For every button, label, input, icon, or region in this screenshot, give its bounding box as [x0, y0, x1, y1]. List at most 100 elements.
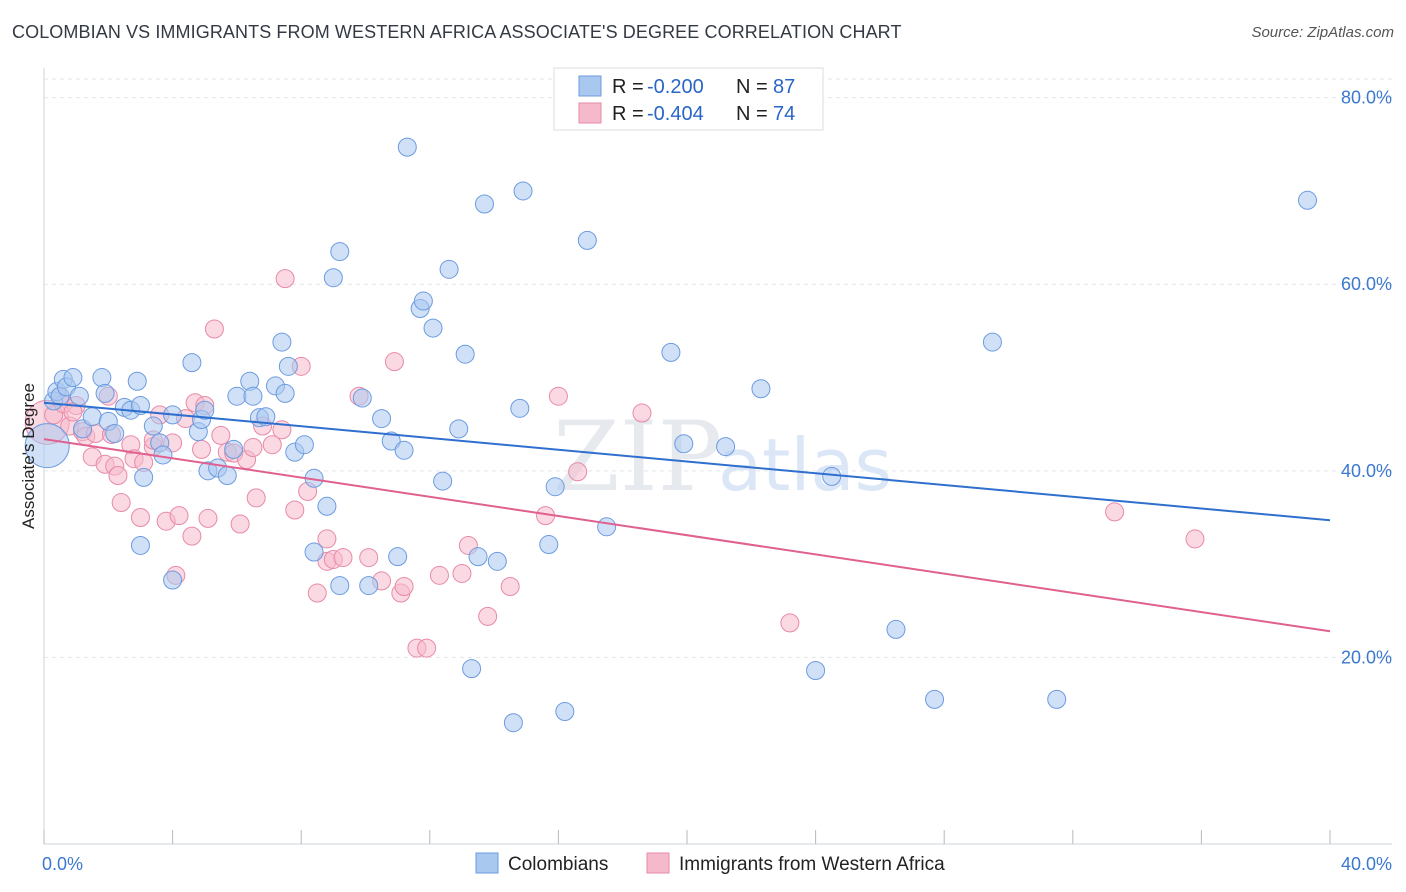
colombians-point	[597, 517, 617, 537]
immigrants-point	[333, 548, 353, 568]
legend-r-label-colombians: R =	[612, 76, 644, 98]
immigrants-point	[230, 514, 250, 534]
y-tick-label: 80.0%	[1341, 88, 1392, 108]
colombians-point	[397, 137, 417, 157]
colombians-point	[352, 388, 372, 408]
immigrants-point	[130, 507, 150, 527]
x-tick-label-min: 0.0%	[42, 854, 83, 874]
colombians-point	[272, 332, 292, 352]
colombians-point	[394, 440, 414, 460]
colombians-point	[243, 386, 263, 406]
immigrants-point	[359, 548, 379, 568]
colombians-point	[674, 434, 694, 454]
immigrants-point	[182, 526, 202, 546]
immigrants-point	[780, 613, 800, 633]
immigrants-point	[307, 583, 327, 603]
colombians-point	[224, 439, 244, 459]
colombians-point	[227, 386, 247, 406]
immigrants-point	[478, 606, 498, 626]
colombians-point	[134, 467, 154, 487]
colombians-point	[63, 368, 83, 388]
colombians-point	[474, 194, 494, 214]
colombians-point	[143, 416, 163, 436]
legend-swatch-colombians	[578, 75, 602, 97]
colombians-point	[545, 477, 565, 497]
colombians-point	[487, 551, 507, 571]
immigrants-point	[169, 506, 189, 526]
legend-n-label-immigrants: N =	[736, 103, 768, 125]
gridlines	[44, 78, 1392, 658]
immigrants-point	[285, 500, 305, 520]
colombians-point	[433, 471, 453, 491]
colombians-point	[278, 356, 298, 376]
chart-title: COLOMBIAN VS IMMIGRANTS FROM WESTERN AFR…	[12, 22, 902, 42]
colombians-point	[130, 396, 150, 416]
colombians-point	[330, 242, 350, 262]
immigrants-point	[204, 319, 224, 339]
immigrants-point	[211, 425, 231, 445]
colombians-point	[1297, 190, 1317, 210]
colombians-point	[462, 659, 482, 679]
colombians-point	[359, 576, 379, 596]
colombians-point	[423, 318, 443, 338]
colombians-point	[751, 379, 771, 399]
immigrants-point	[568, 462, 588, 482]
watermark-atlas: atlas	[718, 423, 892, 507]
colombians-point	[503, 713, 523, 733]
immigrants-point	[317, 529, 337, 549]
colombians-point	[716, 437, 736, 457]
colombians-point	[82, 407, 102, 427]
source-label: Source: ZipAtlas.com	[1251, 24, 1394, 41]
colombians-point	[1047, 689, 1067, 709]
colombians-point	[886, 619, 906, 639]
colombians-point	[24, 423, 70, 469]
colombians-point	[381, 431, 401, 451]
colombians-point	[330, 576, 350, 596]
colombians-point	[449, 419, 469, 439]
immigrants-point	[108, 465, 128, 485]
stats-legend: R = -0.200 N = 87 R = -0.404 N = 74	[553, 67, 824, 131]
series-legend: Colombians Immigrants from Western Afric…	[475, 852, 945, 875]
colombians-point	[539, 535, 559, 555]
immigrants-point	[275, 269, 295, 289]
colombians-point	[163, 570, 183, 590]
colombians-point	[661, 342, 681, 362]
y-axis-label: Associate's Degree	[19, 383, 38, 529]
immigrants-point	[192, 439, 212, 459]
immigrants-point	[500, 577, 520, 597]
colombians-point	[130, 535, 150, 555]
immigrants-point	[262, 435, 282, 455]
immigrants-point	[429, 565, 449, 585]
colombians-point	[982, 332, 1002, 352]
legend-n-value-colombians: 87	[773, 76, 795, 98]
colombians-point	[275, 383, 295, 403]
immigrants-point	[243, 438, 263, 458]
colombians-point	[413, 291, 433, 311]
colombians-point	[294, 435, 314, 455]
colombians-point	[806, 660, 826, 680]
immigrants-point	[632, 403, 652, 423]
colombians-point	[388, 547, 408, 567]
y-tick-label: 60.0%	[1341, 274, 1392, 294]
colombians-point	[372, 409, 392, 429]
legend-r-label-immigrants: R =	[612, 103, 644, 125]
colombians-point	[439, 259, 459, 279]
legend-swatch-immigrants	[578, 102, 602, 124]
colombians-point	[92, 368, 112, 388]
colombians-point	[925, 689, 945, 709]
x-axis-ticks	[43, 830, 1331, 844]
colombians-point	[127, 371, 147, 391]
colombians-point	[182, 353, 202, 373]
legend-r-value-colombians: -0.200	[647, 76, 704, 98]
bottom-legend-label-immigrants: Immigrants from Western Africa	[679, 854, 945, 875]
immigrants-point	[452, 563, 472, 583]
bottom-legend-swatch-colombians	[475, 852, 499, 874]
colombians-point	[69, 386, 89, 406]
colombians-point	[455, 344, 475, 364]
legend-n-value-immigrants: 74	[773, 103, 795, 125]
colombians-point	[513, 181, 533, 201]
immigrants-point	[384, 352, 404, 372]
legend-n-label-colombians: N =	[736, 76, 768, 98]
immigrants-point	[548, 386, 568, 406]
